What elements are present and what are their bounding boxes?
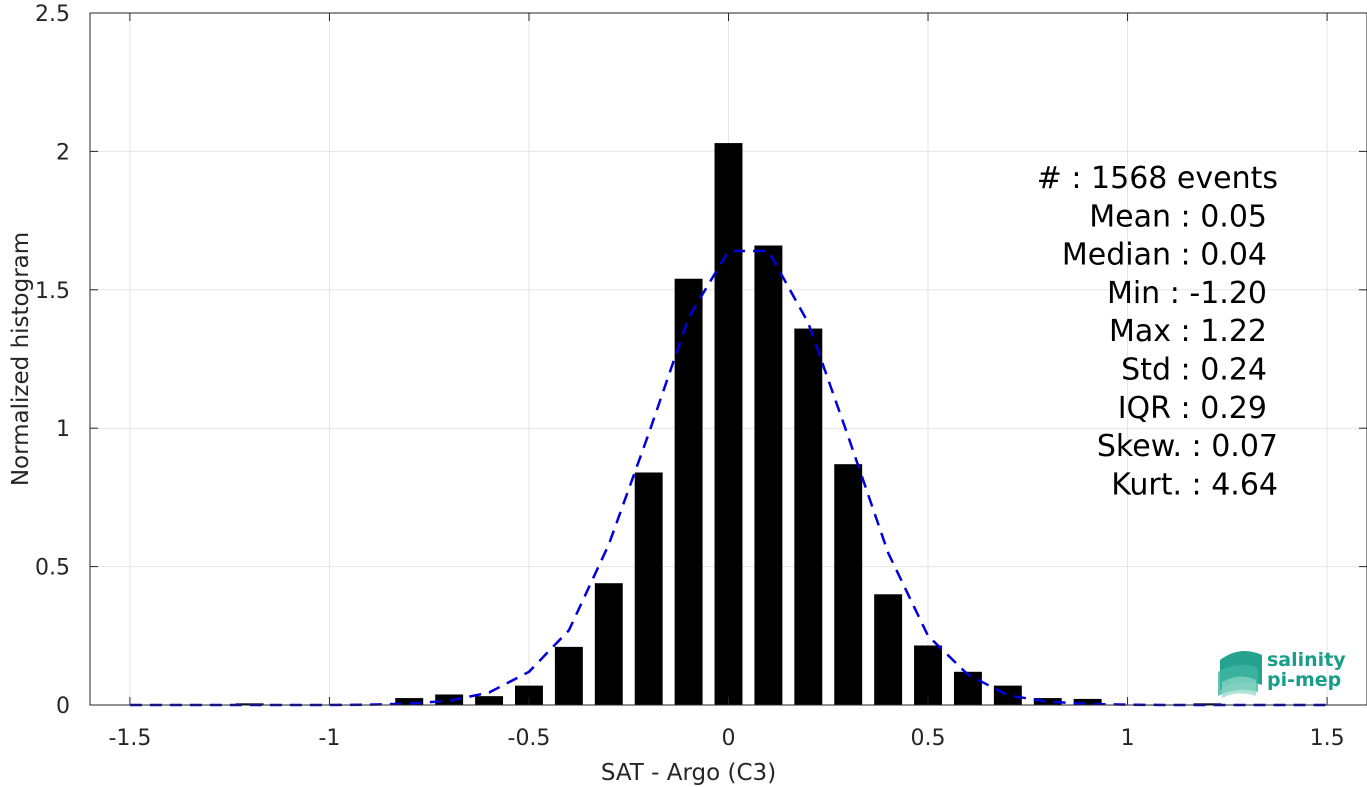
- x-tick-label: -1.5: [108, 726, 151, 751]
- histogram-bar: [754, 245, 783, 705]
- histogram-bar: [554, 646, 583, 705]
- stat-line: IQR : 0.29: [1118, 391, 1267, 426]
- logo-text-pi-mep: pi-mep: [1267, 669, 1341, 691]
- histogram-bar: [395, 698, 424, 705]
- stat-line: Std : 0.24: [1121, 353, 1267, 388]
- y-ticks: 0 0.5 1 1.5 2 2.5: [35, 2, 1367, 719]
- histogram-bar: [515, 685, 543, 705]
- histogram-bar: [235, 703, 264, 705]
- histogram-bars: [235, 143, 1222, 705]
- histogram-bar: [993, 685, 1022, 705]
- y-axis-label: Normalized histogram: [8, 232, 34, 486]
- y-tick-label: 0: [56, 694, 70, 719]
- x-ticks: -1.5 -1 -0.5 0 0.5 1 1.5: [108, 13, 1345, 751]
- histogram-bar: [1193, 703, 1222, 705]
- histogram-bar: [674, 278, 703, 705]
- x-tick-label: 0.5: [911, 726, 946, 751]
- logo-mark-icon: [1218, 651, 1262, 698]
- x-axis-label: SAT - Argo (C3): [601, 760, 776, 786]
- histogram-bar: [794, 328, 823, 705]
- histogram-bar: [953, 671, 982, 705]
- stat-line: Max : 1.22: [1109, 314, 1267, 349]
- y-tick-label: 1: [56, 417, 70, 442]
- y-tick-label: 2.5: [35, 2, 70, 27]
- y-tick-label: 0.5: [35, 556, 70, 581]
- stat-line: Min : -1.20: [1107, 276, 1267, 311]
- histogram-bar: [1073, 698, 1102, 705]
- histogram-bar: [475, 696, 504, 705]
- x-tick-label: 1: [1121, 726, 1135, 751]
- histogram-bar: [634, 472, 663, 705]
- y-tick-label: 2: [56, 140, 70, 165]
- logo-text-salinity: salinity: [1267, 649, 1346, 671]
- x-tick-label: 0: [722, 726, 736, 751]
- stat-line: Kurt. : 4.64: [1111, 467, 1278, 502]
- histogram-bar: [834, 464, 863, 705]
- stat-line: # : 1568 events: [1037, 161, 1278, 196]
- stat-line: Skew. : 0.07: [1097, 429, 1278, 464]
- histogram-bar: [914, 645, 942, 705]
- y-tick-label: 1.5: [35, 279, 70, 304]
- salinity-pi-mep-logo: salinity pi-mep: [1218, 649, 1346, 698]
- x-tick-label: -1: [318, 726, 340, 751]
- histogram-bar: [435, 694, 464, 705]
- x-tick-label: 1.5: [1310, 726, 1345, 751]
- x-tick-label: -0.5: [508, 726, 551, 751]
- stat-line: Median : 0.04: [1062, 238, 1267, 273]
- stat-line: Mean : 0.05: [1089, 199, 1267, 234]
- histogram-bar: [714, 143, 743, 705]
- histogram-bar: [874, 594, 903, 705]
- histogram-bar: [594, 583, 623, 705]
- histogram-bar: [1033, 698, 1062, 705]
